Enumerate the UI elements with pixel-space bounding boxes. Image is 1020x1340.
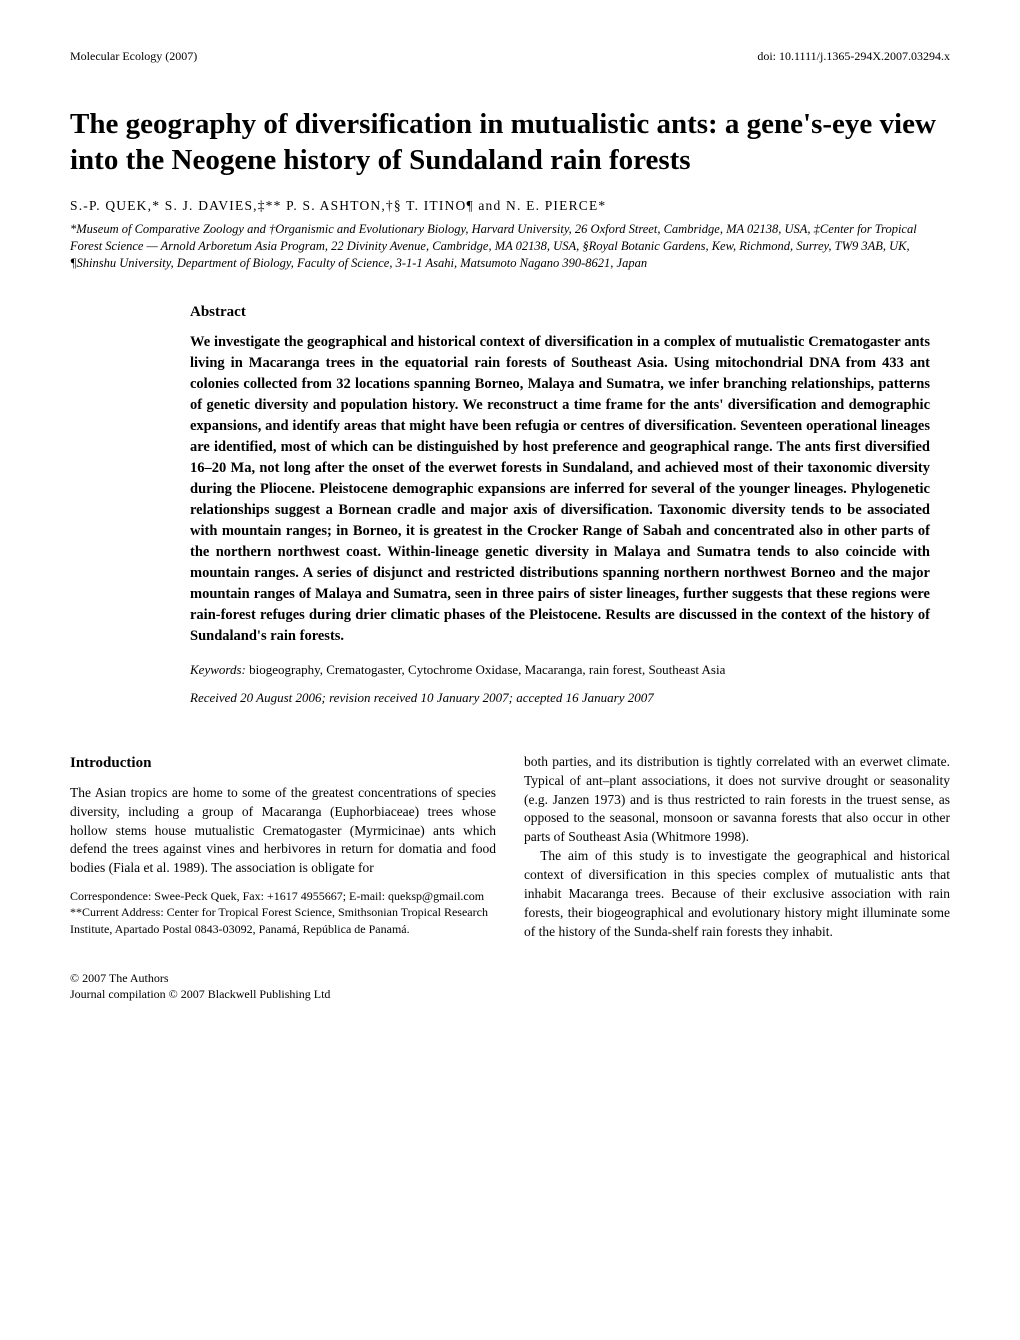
copyright-line-2: Journal compilation © 2007 Blackwell Pub… — [70, 986, 950, 1002]
correspondence-line-2: **Current Address: Center for Tropical F… — [70, 904, 496, 936]
right-column: both parties, and its distribution is ti… — [524, 753, 950, 942]
doi-text: doi: 10.1111/j.1365-294X.2007.03294.x — [757, 48, 950, 64]
abstract-block: Abstract We investigate the geographical… — [70, 302, 950, 707]
abstract-text: We investigate the geographical and hist… — [190, 332, 930, 647]
affiliations: *Museum of Comparative Zoology and †Orga… — [70, 221, 950, 272]
running-header: Molecular Ecology (2007) doi: 10.1111/j.… — [70, 48, 950, 64]
journal-name: Molecular Ecology (2007) — [70, 48, 197, 64]
intro-paragraph-1: The Asian tropics are home to some of th… — [70, 784, 496, 878]
correspondence-block: Correspondence: Swee-Peck Quek, Fax: +16… — [70, 888, 496, 937]
keywords-text: biogeography, Crematogaster, Cytochrome … — [246, 662, 726, 677]
introduction-heading: Introduction — [70, 753, 496, 774]
intro-paragraph-3: The aim of this study is to investigate … — [524, 847, 950, 941]
received-dates: Received 20 August 2006; revision receiv… — [190, 689, 930, 707]
intro-paragraph-2: both parties, and its distribution is ti… — [524, 753, 950, 847]
copyright-line-1: © 2007 The Authors — [70, 970, 950, 986]
page-footer: © 2007 The Authors Journal compilation ©… — [70, 970, 950, 1002]
left-column: Introduction The Asian tropics are home … — [70, 753, 496, 942]
author-list: S.-P. QUEK,* S. J. DAVIES,‡** P. S. ASHT… — [70, 197, 950, 215]
keywords-label: Keywords: — [190, 662, 246, 677]
keywords-line: Keywords: biogeography, Crematogaster, C… — [190, 661, 930, 679]
article-title: The geography of diversification in mutu… — [70, 106, 950, 179]
abstract-heading: Abstract — [190, 302, 930, 322]
correspondence-line-1: Correspondence: Swee-Peck Quek, Fax: +16… — [70, 888, 496, 904]
body-columns: Introduction The Asian tropics are home … — [70, 753, 950, 942]
